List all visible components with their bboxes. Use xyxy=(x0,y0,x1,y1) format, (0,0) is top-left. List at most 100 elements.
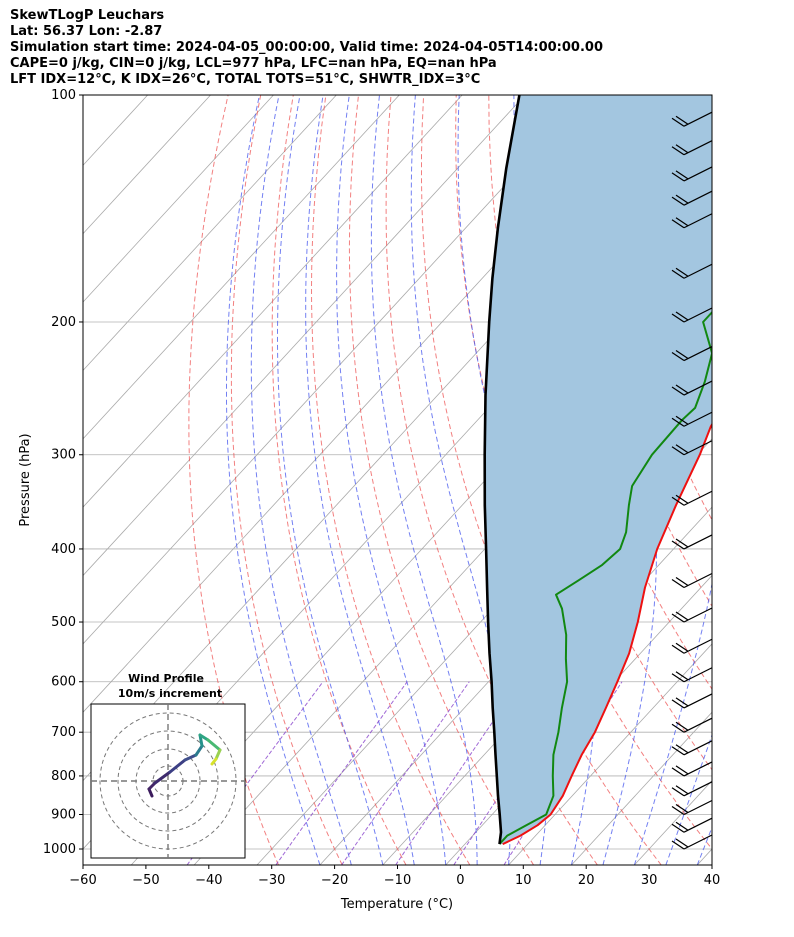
isotherm-line xyxy=(508,643,712,865)
x-tick-label: −20 xyxy=(321,873,348,888)
hodograph-segment xyxy=(153,770,172,785)
wind-barb-flag xyxy=(671,496,685,506)
wind-barb-staff xyxy=(683,817,713,833)
wind-barb-flag xyxy=(671,219,685,229)
wind-barb-flag xyxy=(671,269,685,279)
dry-adiabat xyxy=(230,95,343,865)
y-tick-label: 100 xyxy=(51,88,76,103)
wind-barb-staff xyxy=(683,740,713,756)
wind-barb-staff xyxy=(683,380,713,396)
wind-barb-staff xyxy=(683,490,713,506)
time-line: Simulation start time: 2024-04-05_00:00:… xyxy=(10,40,603,55)
x-tick-label: −60 xyxy=(69,873,96,888)
wind-barb-flag xyxy=(675,611,689,621)
x-axis-label: Temperature (°C) xyxy=(340,897,453,912)
wind-barb-staff xyxy=(683,140,713,156)
moist-adiabat xyxy=(633,95,712,865)
wind-barb-staff xyxy=(683,667,713,683)
isotherm-line xyxy=(83,95,211,235)
wind-barb-flag xyxy=(675,765,689,775)
hodograph-segment xyxy=(206,738,222,752)
wind-barb-flag xyxy=(675,821,689,831)
moist-adiabat xyxy=(370,95,478,865)
wind-barb-staff xyxy=(683,693,713,709)
dry-adiabat xyxy=(310,95,471,865)
wind-barb-flag xyxy=(675,671,689,681)
wind-barb-flag xyxy=(671,644,685,654)
wind-barb-staff xyxy=(683,572,713,589)
y-tick-label: 600 xyxy=(51,675,76,690)
wind-barb-flag xyxy=(675,494,689,504)
dry-adiabat xyxy=(749,95,794,865)
wind-barb-flag xyxy=(671,767,685,777)
wind-barb-flag xyxy=(671,172,685,182)
wind-barb-flag xyxy=(675,577,689,587)
wind-barb-flag xyxy=(675,144,689,154)
isotherm-line xyxy=(83,95,463,508)
wind-barb-staff xyxy=(683,190,713,206)
y-tick-label: 800 xyxy=(51,769,76,784)
series-dewpoint xyxy=(498,310,712,845)
hodograph-segment xyxy=(183,753,198,762)
wind-barb-flag xyxy=(675,194,689,204)
x-tick-label: −40 xyxy=(195,873,222,888)
wind-barb-flag xyxy=(675,803,689,813)
x-tick-label: 20 xyxy=(578,873,595,888)
dry-adiabat xyxy=(385,95,598,865)
hodograph-segment xyxy=(194,744,204,757)
moist-adiabat xyxy=(336,95,447,865)
x-tick-label: −30 xyxy=(258,873,285,888)
x-tick-label: 0 xyxy=(456,873,464,888)
hodograph-segment xyxy=(168,758,187,774)
x-tick-label: 40 xyxy=(704,873,721,888)
moist-adiabat xyxy=(665,733,712,865)
y-tick-label: 200 xyxy=(51,315,76,330)
profile-series xyxy=(483,95,712,846)
wind-barb-flag xyxy=(675,444,689,454)
wind-barb-flag xyxy=(675,384,689,394)
inset-subtitle: 10m/s increment xyxy=(118,687,222,700)
inset-title: Wind Profile xyxy=(128,672,204,685)
x-tick-label: −50 xyxy=(132,873,159,888)
wind-barb-flag xyxy=(671,746,685,756)
mixing-ratio-line xyxy=(275,681,408,865)
wind-barb-staff xyxy=(683,761,713,777)
wind-barb-staff xyxy=(683,834,713,850)
isotherm-line xyxy=(83,95,274,303)
x-tick-label: 30 xyxy=(641,873,658,888)
wind-barb-staff xyxy=(683,307,713,323)
wind-barb-flag xyxy=(671,446,685,456)
wind-barb-flag xyxy=(671,723,685,733)
hodograph-segment xyxy=(198,733,210,742)
isotherm-line xyxy=(83,95,400,440)
wind-barb-staff xyxy=(683,166,713,182)
wind-barb-flag xyxy=(671,673,685,683)
index-line: LFT IDX=12°C, K IDX=26°C, TOTAL TOTS=51°… xyxy=(10,72,481,87)
wind-barb-staff xyxy=(683,638,713,654)
wind-barb-flag xyxy=(671,386,685,396)
wind-barb-staff xyxy=(683,213,713,229)
isotherm-line xyxy=(83,95,337,372)
wind-barb-flag xyxy=(671,613,685,623)
hodograph-segment xyxy=(214,748,222,761)
wind-barb-flag xyxy=(675,697,689,707)
chart-title: SkewTLogP Leuchars xyxy=(10,8,165,23)
wind-barb-staff xyxy=(683,111,713,127)
wind-barb-flag xyxy=(675,538,689,548)
wind-barb-flag xyxy=(671,417,685,427)
wind-barb-flag xyxy=(675,217,689,227)
wind-profile-inset: Wind Profile 10m/s increment xyxy=(90,672,246,859)
y-axis-label: Pressure (hPa) xyxy=(18,433,33,526)
y-tick-label: 300 xyxy=(51,448,76,463)
wind-barb-staff xyxy=(683,411,713,427)
isotherm-line xyxy=(83,95,526,577)
dry-adiabat xyxy=(271,95,407,865)
dry-adiabat xyxy=(717,95,794,865)
y-tick-label: 900 xyxy=(51,807,76,822)
wind-barb-flag xyxy=(675,838,689,848)
cape-line: CAPE=0 j/kg, CIN=0 j/kg, LCL=977 hPa, LF… xyxy=(10,56,497,71)
wind-barb-staff xyxy=(683,263,713,279)
wind-barb-flag xyxy=(671,313,685,323)
wind-barb-flag xyxy=(671,823,685,833)
